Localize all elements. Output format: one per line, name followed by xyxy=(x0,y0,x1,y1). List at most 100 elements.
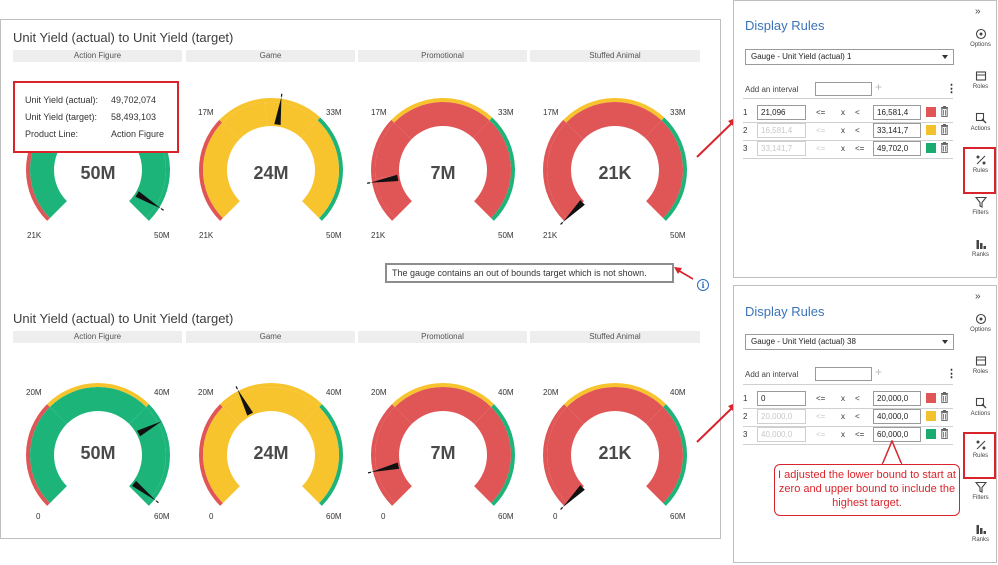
rule-upper-bound-input[interactable]: 40,000,0 xyxy=(873,409,921,424)
side-nav-label: Filters xyxy=(972,495,989,501)
gauge-min-label: 21K xyxy=(27,231,42,240)
rule-color-swatch[interactable] xyxy=(926,429,936,439)
side-nav-roles[interactable]: Roles xyxy=(963,355,998,375)
rule-variable: x xyxy=(841,144,845,153)
side-nav-roles[interactable]: Roles xyxy=(963,70,998,90)
rule-row: 2 20,000,0 <= x < 40,000,0 xyxy=(733,408,965,426)
side-nav-ranks[interactable]: Ranks xyxy=(963,523,998,543)
gauge-target-needle xyxy=(371,462,400,473)
bottom-gauge-action-figure[interactable] xyxy=(22,383,174,517)
actions-icon xyxy=(975,112,986,124)
rule-upper-bound-input[interactable]: 20,000,0 xyxy=(873,391,921,406)
side-nav-options[interactable]: Options xyxy=(963,313,998,333)
top-gauge-dropdown[interactable]: Gauge - Unit Yield (actual) 1 xyxy=(745,49,954,65)
add-interval-input[interactable] xyxy=(815,82,872,96)
top-gauge-value: 7M xyxy=(430,163,456,183)
bottom-gauge-game[interactable] xyxy=(195,383,347,517)
collapse-chevron-icon[interactable]: » xyxy=(975,6,981,17)
side-nav-options[interactable]: Options xyxy=(963,28,998,48)
trash-icon[interactable] xyxy=(940,106,949,117)
rule-color-swatch[interactable] xyxy=(926,125,936,135)
bottom-cat-game: Game xyxy=(186,331,355,343)
roles-icon xyxy=(975,356,986,366)
side-nav-label: Options xyxy=(970,327,991,333)
top-gauge-promotional[interactable] xyxy=(367,98,519,232)
gauge-right-label: 33M xyxy=(498,108,514,117)
bottom-gauge-promotional[interactable] xyxy=(367,383,519,517)
more-options-icon[interactable]: ⋮ xyxy=(946,368,957,380)
plus-icon[interactable]: + xyxy=(875,365,883,379)
filter-icon xyxy=(974,481,987,493)
gauge-threshold-band xyxy=(392,383,494,407)
collapse-chevron-icon[interactable]: » xyxy=(975,291,981,302)
gauge-threshold-band xyxy=(489,117,515,221)
info-icon[interactable]: i xyxy=(697,279,709,291)
side-nav-filters[interactable]: Filters xyxy=(963,481,998,501)
rule-variable: x xyxy=(841,126,845,135)
side-nav-ranks[interactable]: Ranks xyxy=(963,238,998,258)
top-gauge-game[interactable] xyxy=(195,93,347,232)
gauge-min-label: 21K xyxy=(543,231,558,240)
rule-upper-bound-input[interactable]: 60,000,0 xyxy=(873,427,921,442)
trash-icon[interactable] xyxy=(940,410,949,421)
side-nav-actions[interactable]: Actions xyxy=(963,397,998,417)
trash-icon[interactable] xyxy=(940,124,949,135)
trash-icon[interactable] xyxy=(940,392,949,403)
side-nav-label: Ranks xyxy=(971,537,989,543)
rule-color-swatch[interactable] xyxy=(926,143,936,153)
plus-icon[interactable]: + xyxy=(875,80,883,94)
rule-upper-bound-input[interactable]: 16,581,4 xyxy=(873,105,921,120)
trash-icon[interactable] xyxy=(940,428,949,439)
top-gauge-stuffed-animal[interactable] xyxy=(539,98,691,232)
chevron-down-icon xyxy=(942,340,948,344)
gauge-fill-arc xyxy=(203,406,240,504)
more-options-icon[interactable]: ⋮ xyxy=(946,83,957,95)
rule-color-swatch[interactable] xyxy=(926,411,936,421)
add-interval-input[interactable] xyxy=(815,367,872,381)
gauge-fill-arc xyxy=(394,387,492,424)
rule-row: 3 40,000,0 <= x <= 60,000,0 xyxy=(733,426,965,444)
gauge-track-arc xyxy=(473,120,511,219)
trash-icon[interactable] xyxy=(940,142,949,153)
rule-color-swatch[interactable] xyxy=(926,393,936,403)
gauge-target-needle xyxy=(562,485,585,508)
rule-row: 1 0 <= x < 20,000,0 xyxy=(733,390,965,408)
side-nav-actions[interactable]: Actions xyxy=(963,112,998,132)
rules-icon xyxy=(976,440,985,450)
rule-upper-bound-input[interactable]: 49,702,0 xyxy=(873,141,921,156)
gauge-mid-label: 20M xyxy=(26,388,42,397)
side-nav-rules[interactable]: Rules xyxy=(963,154,998,174)
gauge-fill-arc xyxy=(302,406,339,504)
gauge-min-label: 0 xyxy=(381,512,386,521)
options-icon xyxy=(975,28,986,40)
rule-lower-bound-input[interactable]: 21,096 xyxy=(757,105,806,120)
gauge-right-label: 40M xyxy=(670,388,686,397)
bottom-gauge-value: 21K xyxy=(598,443,632,463)
side-nav-filters[interactable]: Filters xyxy=(963,196,998,216)
gauge-mid-label: 20M xyxy=(198,388,214,397)
rule-variable: x xyxy=(841,412,845,421)
rule-upper-bound-input[interactable]: 33,141,7 xyxy=(873,123,921,138)
tooltip-line-label: Product Line: xyxy=(25,129,79,139)
bottom-gauge-dropdown[interactable]: Gauge - Unit Yield (actual) 38 xyxy=(745,334,954,350)
gauge-threshold-band xyxy=(199,119,223,221)
gauge-track-arc xyxy=(645,120,683,219)
rule-operator: < xyxy=(855,394,860,403)
rule-number: 3 xyxy=(743,430,748,439)
rule-row: 1 21,096 <= x < 16,581,4 xyxy=(733,104,965,122)
gauge-threshold-band xyxy=(543,119,567,221)
gauge-right-label: 40M xyxy=(498,388,514,397)
rule-operator: <= xyxy=(816,108,826,117)
bottom-gauge-stuffed-animal[interactable] xyxy=(539,383,691,517)
gauge-threshold-band xyxy=(563,98,665,123)
side-nav-rules[interactable]: Rules xyxy=(963,439,998,459)
rule-lower-bound-input[interactable]: 0 xyxy=(757,391,806,406)
gauge-target-needle xyxy=(370,174,399,183)
gauge-min-label: 21K xyxy=(199,231,214,240)
gauge-max-label: 60M xyxy=(670,512,686,521)
gauge-track-arc xyxy=(547,122,584,219)
top-cat-promotional: Promotional xyxy=(358,50,527,62)
rule-color-swatch[interactable] xyxy=(926,107,936,117)
gauge-fill-arc xyxy=(222,387,320,424)
top-gauge-value: 24M xyxy=(253,163,289,183)
